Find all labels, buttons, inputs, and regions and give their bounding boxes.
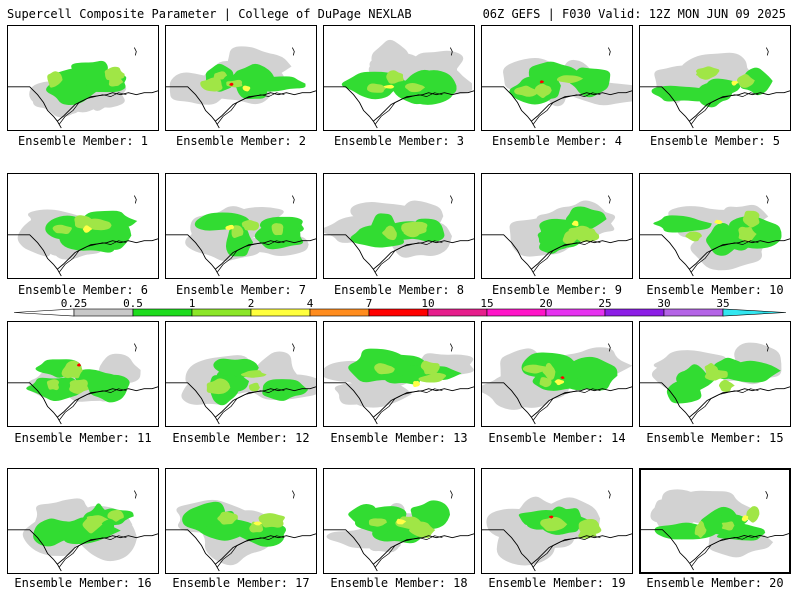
ensemble-map-12 (165, 321, 317, 427)
ensemble-map-11 (7, 321, 159, 427)
ensemble-member-label: Ensemble Member: 6 (17, 283, 149, 297)
colorbar-bin (73, 308, 134, 317)
scp-field-map (166, 195, 316, 277)
ensemble-member-label: Ensemble Member: 10 (646, 283, 784, 297)
colorbar-low-arrow (13, 308, 75, 317)
colorbar-tick-label: 20 (539, 297, 553, 310)
ensemble-member-label: Ensemble Member: 4 (491, 134, 623, 148)
colorbar-bin (368, 308, 429, 317)
scp-field-map (482, 490, 632, 572)
scp-field-map (640, 47, 790, 129)
ensemble-member-label: Ensemble Member: 14 (488, 431, 626, 445)
colorbar-high-arrow (722, 308, 787, 317)
colorbar-bin (427, 308, 488, 317)
colorbar-bin (545, 308, 606, 317)
ensemble-map-3 (323, 25, 475, 131)
scp-field-map (8, 490, 158, 572)
ensemble-map-10 (639, 173, 791, 279)
scp-field-map (166, 343, 316, 425)
ensemble-map-9 (481, 173, 633, 279)
colorbar (13, 308, 787, 317)
ensemble-member-label: Ensemble Member: 15 (646, 431, 784, 445)
ensemble-map-18 (323, 468, 475, 574)
ensemble-map-17 (165, 468, 317, 574)
scp-field-map (324, 343, 474, 425)
ensemble-member-label: Ensemble Member: 9 (491, 283, 623, 297)
ensemble-member-label: Ensemble Member: 5 (649, 134, 781, 148)
colorbar-tick-label: 4 (306, 297, 314, 310)
ensemble-member-label: Ensemble Member: 16 (14, 576, 152, 590)
scp-field-map (482, 47, 632, 129)
colorbar-tick-label: 10 (421, 297, 435, 310)
ensemble-map-2 (165, 25, 317, 131)
colorbar-bin (309, 308, 370, 317)
scp-field-map (482, 343, 632, 425)
ensemble-member-label: Ensemble Member: 12 (172, 431, 310, 445)
ensemble-member-label: Ensemble Member: 17 (172, 576, 310, 590)
ensemble-map-16 (7, 468, 159, 574)
scp-field-map (8, 343, 158, 425)
scp-field-map (640, 195, 790, 277)
ensemble-map-1 (7, 25, 159, 131)
colorbar-bin (663, 308, 724, 317)
colorbar-tick-label: 35 (716, 297, 730, 310)
ensemble-member-label: Ensemble Member: 1 (17, 134, 149, 148)
map-title: Supercell Composite Parameter | College … (7, 7, 412, 21)
ensemble-member-label: Ensemble Member: 20 (646, 576, 784, 590)
scp-field-map (166, 490, 316, 572)
ensemble-member-label: Ensemble Member: 11 (14, 431, 152, 445)
ensemble-map-7 (165, 173, 317, 279)
scp-field-map (166, 46, 316, 129)
ensemble-map-14 (481, 321, 633, 427)
ensemble-member-label: Ensemble Member: 3 (333, 134, 465, 148)
colorbar-tick-label: 0.25 (60, 297, 88, 310)
ensemble-map-20 (639, 468, 791, 574)
ensemble-member-label: Ensemble Member: 7 (175, 283, 307, 297)
colorbar-tick-label: 15 (480, 297, 494, 310)
ensemble-member-label: Ensemble Member: 13 (330, 431, 468, 445)
scp-field-map (324, 195, 474, 277)
ensemble-member-label: Ensemble Member: 19 (488, 576, 626, 590)
scp-field-map (641, 489, 789, 571)
scp-field-map (482, 195, 632, 277)
colorbar-bin (250, 308, 311, 317)
colorbar-tick-label: 0.5 (123, 297, 143, 310)
colorbar-tick-label: 1 (188, 297, 196, 310)
colorbar-bin (191, 308, 252, 317)
ensemble-map-19 (481, 468, 633, 574)
ensemble-map-15 (639, 321, 791, 427)
valid-time: 06Z GEFS | F030 Valid: 12Z MON JUN 09 20… (482, 7, 786, 21)
ensemble-member-label: Ensemble Member: 18 (330, 576, 468, 590)
ensemble-map-5 (639, 25, 791, 131)
ensemble-map-8 (323, 173, 475, 279)
colorbar-tick-label: 30 (657, 297, 671, 310)
colorbar-bin (486, 308, 547, 317)
scp-field-map (324, 39, 474, 129)
colorbar-tick-label: 7 (365, 297, 373, 310)
ensemble-member-label: Ensemble Member: 2 (175, 134, 307, 148)
ensemble-map-13 (323, 321, 475, 427)
colorbar-bin (132, 308, 193, 317)
colorbar-tick-label: 25 (598, 297, 612, 310)
ensemble-member-label: Ensemble Member: 8 (333, 283, 465, 297)
colorbar-tick-label: 2 (247, 297, 255, 310)
colorbar-bin (604, 308, 665, 317)
ensemble-map-4 (481, 25, 633, 131)
scp-field-map (324, 490, 474, 572)
scp-field-map (8, 47, 158, 129)
ensemble-map-6 (7, 173, 159, 279)
scp-field-map (8, 195, 158, 277)
scp-field-map (640, 342, 790, 425)
